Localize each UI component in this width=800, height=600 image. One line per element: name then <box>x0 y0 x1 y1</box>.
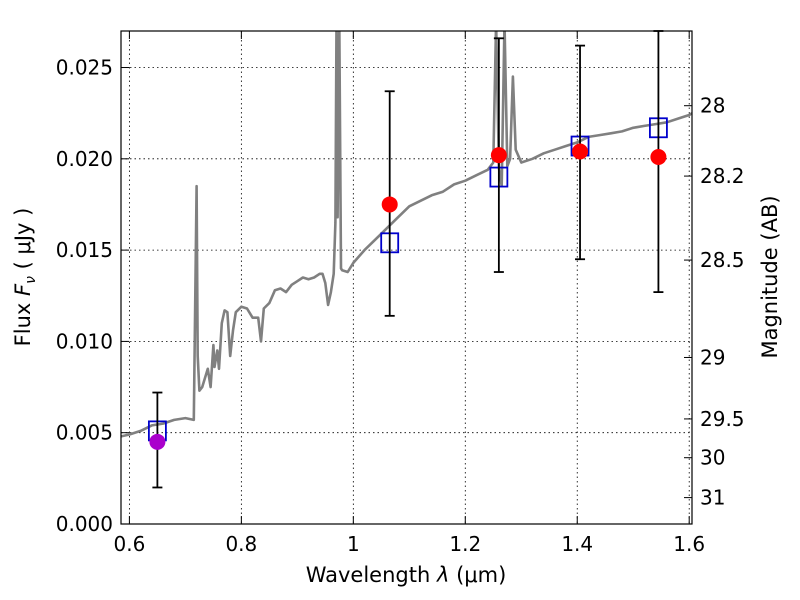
observed-point <box>381 196 398 213</box>
y-tick-label: 0.005 <box>56 421 113 445</box>
observed-point <box>650 148 667 165</box>
x-tick-label: 1.4 <box>561 532 593 556</box>
observed-point <box>572 143 589 160</box>
y2-tick-label: 29 <box>700 345 725 369</box>
x-tick-label: 1.6 <box>673 532 705 556</box>
y2-tick-label: 28 <box>700 94 725 118</box>
y-tick-label: 0.000 <box>56 512 113 536</box>
y-axis-label: Flux Fν ( μJy ) <box>11 208 39 347</box>
x-axis-label: Wavelength λ (μm) <box>306 563 507 587</box>
x-tick-label: 1 <box>347 532 360 556</box>
y2-tick-label: 28.5 <box>700 248 745 272</box>
y2-tick-label: 30 <box>700 446 725 470</box>
axis-ticks: 0.6 0.8 1 1.2 1.4 1.6 0.000 0.005 0.010 0.015 0.02… <box>56 31 745 556</box>
plot-frame <box>120 30 693 525</box>
y2-tick-label: 28.2 <box>700 164 745 188</box>
x-tick-label: 0.8 <box>225 532 257 556</box>
y-tick-label: 0.010 <box>56 329 113 353</box>
y-tick-label: 0.015 <box>56 238 113 262</box>
observed-point <box>490 147 507 164</box>
x-tick-label: 1.2 <box>449 532 481 556</box>
y-tick-label: 0.020 <box>56 147 113 171</box>
marker-layer <box>147 30 668 489</box>
y2-tick-label: 31 <box>700 486 725 510</box>
x-tick-label: 0.6 <box>113 532 145 556</box>
y2-tick-label: 29.5 <box>700 407 745 431</box>
observed-point <box>149 433 166 450</box>
y-tick-label: 0.025 <box>56 56 113 80</box>
sed-line <box>121 31 692 438</box>
sed-layer <box>121 31 692 438</box>
y2-axis-label: Magnitude (AB) <box>758 195 782 358</box>
